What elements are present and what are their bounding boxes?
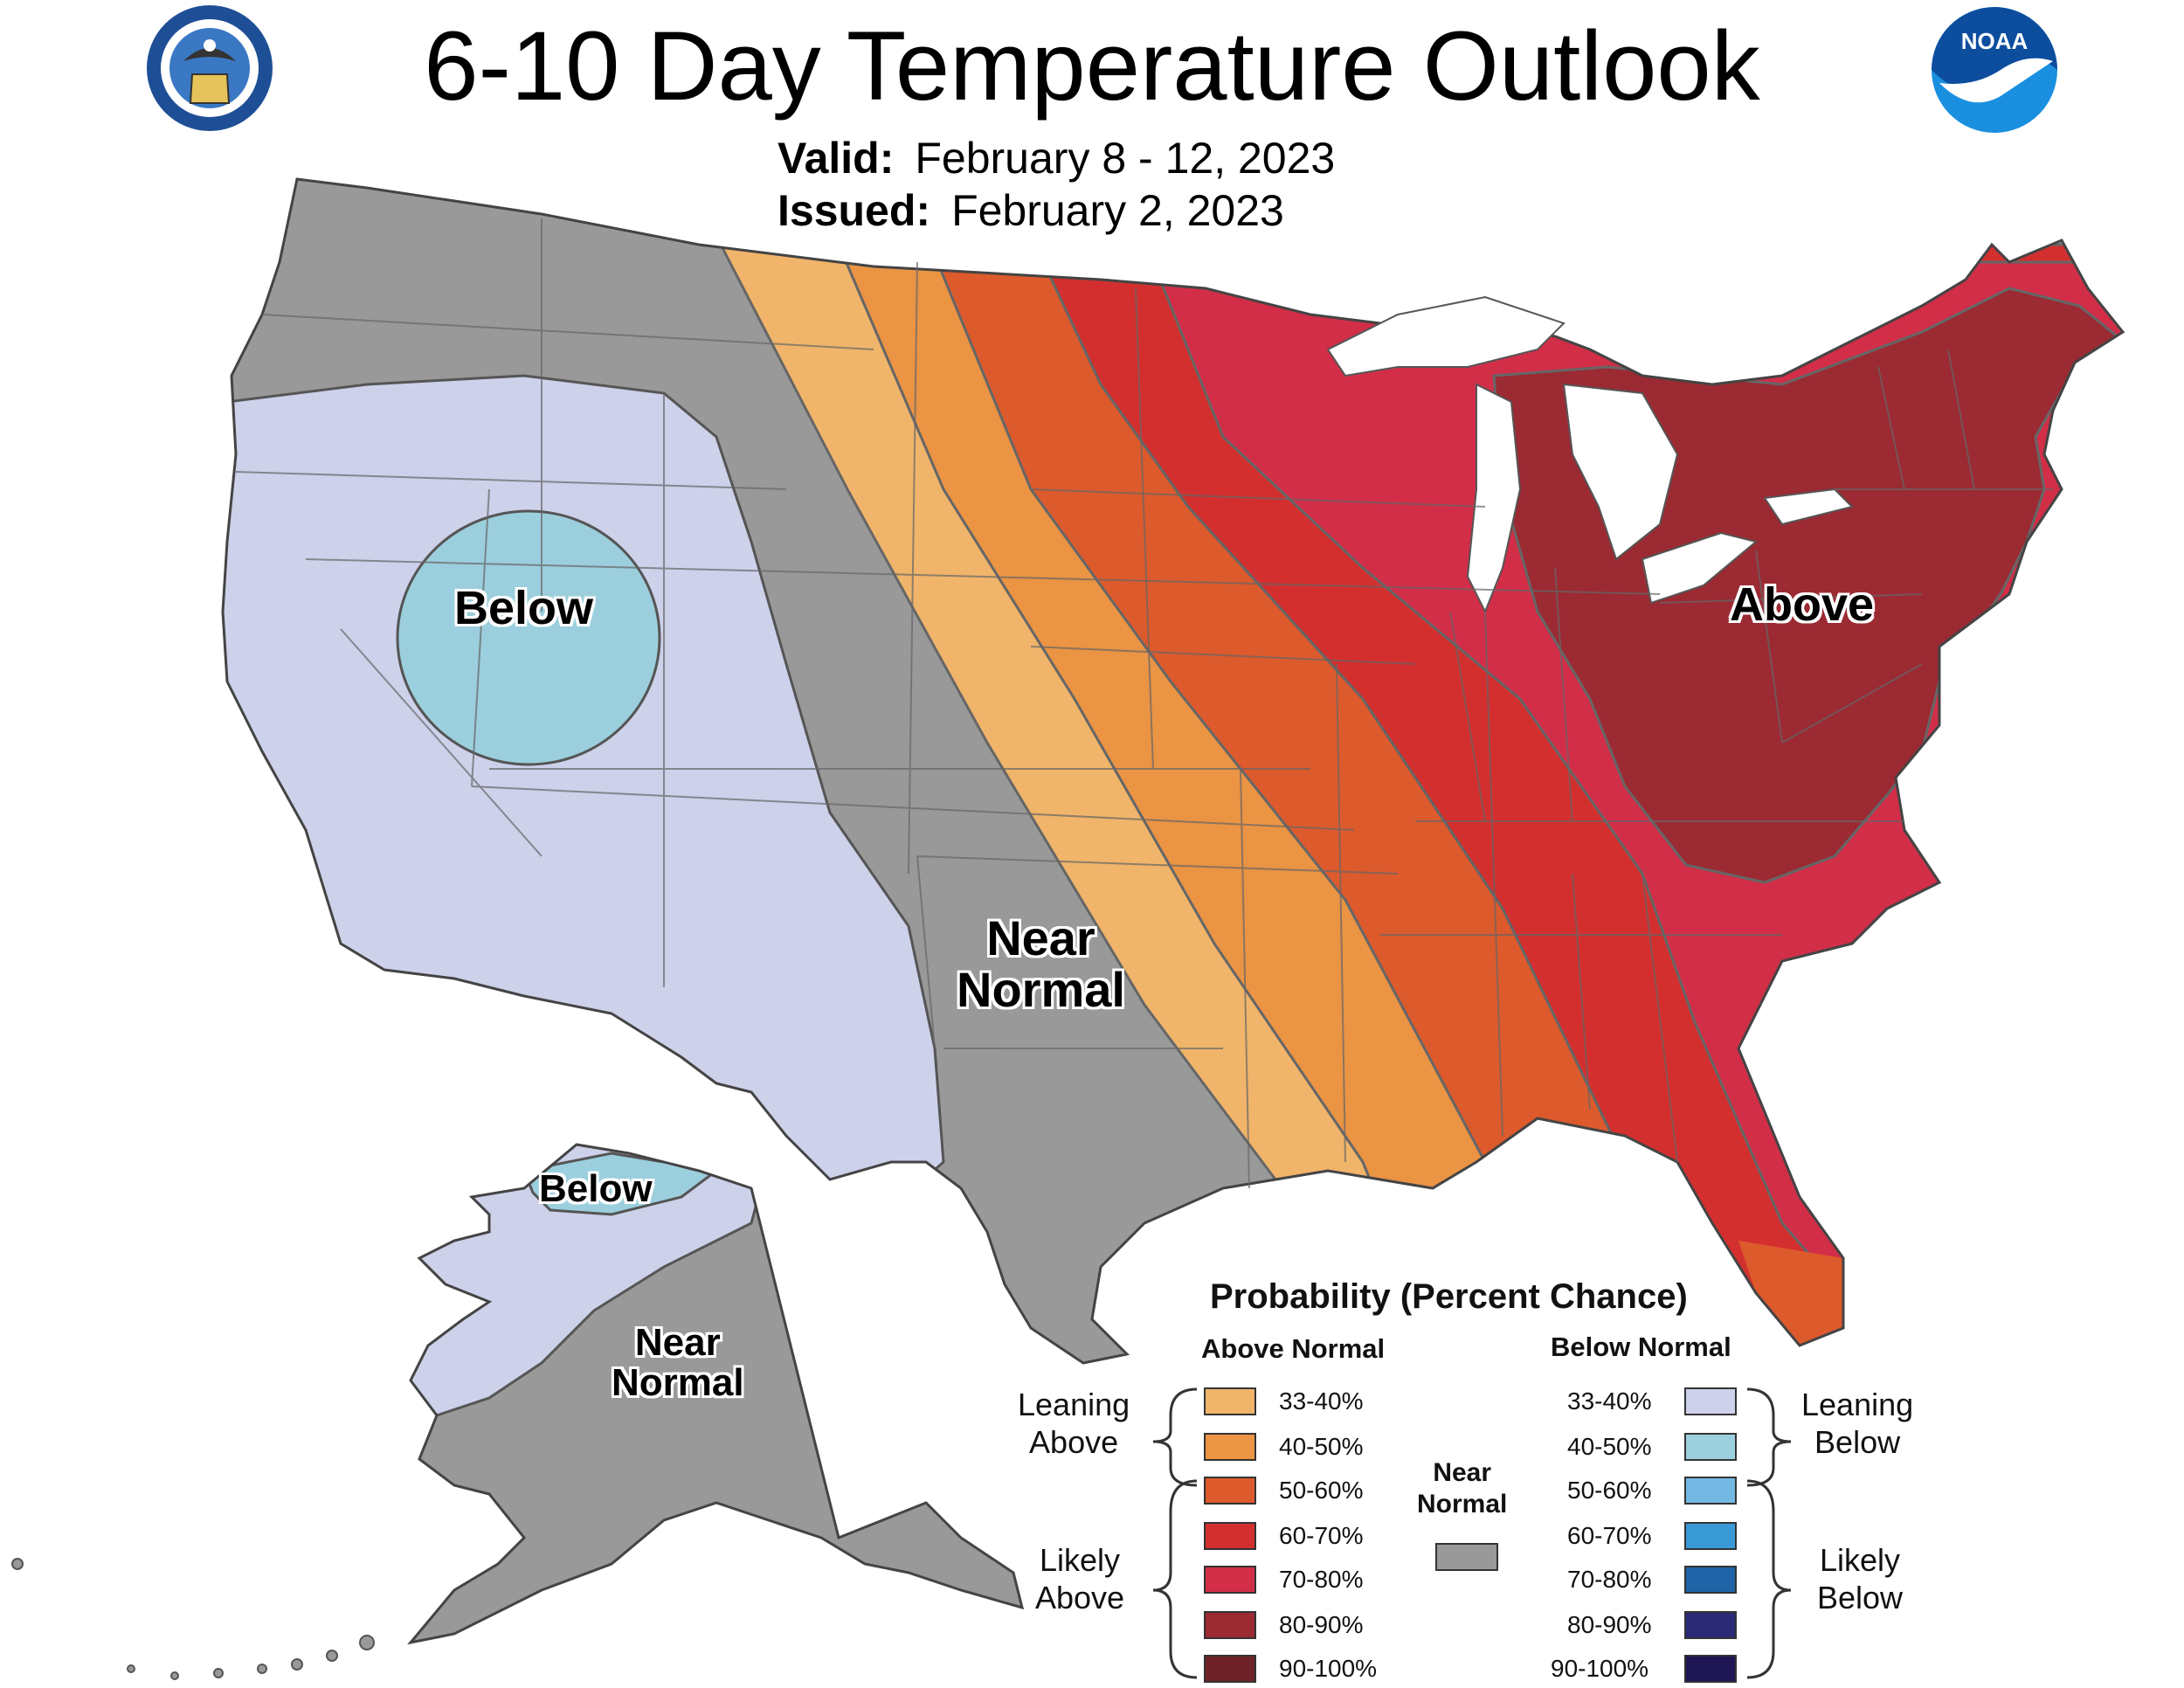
conus-map (223, 179, 2123, 1363)
noaa-logo-text: NOAA (1961, 28, 2028, 54)
legend-above-label-2: 40-50% (1279, 1433, 1364, 1460)
label-conus-below: Below (454, 582, 594, 634)
alaska-outline (407, 1143, 1025, 1645)
brace-leaning-above (1152, 1387, 1198, 1487)
label-conus-near-line1: Near (986, 910, 1095, 965)
legend-near-normal: Near Normal (1417, 1457, 1507, 1520)
label-alaska-below: Below (539, 1167, 653, 1210)
great-lakes (1326, 295, 1854, 614)
label-conus-above: Above (1730, 578, 1875, 631)
legend-below-label-3: 50-60% (1567, 1477, 1652, 1504)
legend-near-normal-line2: Normal (1417, 1490, 1508, 1519)
legend-below-label-4: 60-70% (1567, 1522, 1652, 1549)
doc-seal-icon (147, 5, 273, 131)
label-alaska-near-line1: Near (634, 1321, 721, 1364)
page-title: 6-10 Day Temperature Outlook (424, 11, 1760, 121)
band-below-great-basin (396, 509, 661, 766)
valid-line: Valid: February 8 - 12, 2023 (778, 133, 1335, 183)
legend-likely-above-line1: Likely (1040, 1542, 1121, 1578)
legend-leaning-below: Leaning Below (1801, 1386, 1913, 1461)
legend-leaning-below-line1: Leaning (1801, 1387, 1914, 1422)
legend-likely-above: Likely Above (1035, 1541, 1124, 1616)
legend-leaning-above-line1: Leaning (1018, 1387, 1130, 1422)
brace-likely-above (1152, 1479, 1198, 1679)
legend-below-header: Below Normal (1551, 1332, 1731, 1362)
legend-likely-above-line2: Above (1035, 1580, 1125, 1616)
state-borders (235, 218, 2053, 1189)
legend-braces (1152, 1387, 1792, 1679)
noaa-logo-icon: NOAA (1932, 7, 2057, 133)
legend-near-normal-swatch (1435, 1543, 1498, 1571)
ak-below-north-slope (522, 1152, 720, 1216)
legend-above-label-4: 60-70% (1279, 1522, 1364, 1549)
legend-above-swatch-2 (1204, 1433, 1256, 1461)
legend-above-label-5: 70-80% (1279, 1566, 1364, 1593)
label-conus-near-normal: Near Normal (957, 910, 1125, 1017)
legend-below-swatch-7 (1684, 1655, 1737, 1683)
legend-leaning-above: Leaning Above (1018, 1386, 1130, 1461)
legend-above-swatch-6 (1204, 1611, 1256, 1639)
legend-below-swatch-1 (1684, 1387, 1737, 1415)
valid-dates: February 8 - 12, 2023 (915, 134, 1336, 183)
legend-below-label-1: 33-40% (1567, 1387, 1652, 1415)
legend-above-swatch-3 (1204, 1477, 1256, 1505)
legend-above-header: Above Normal (1201, 1333, 1386, 1364)
legend-likely-below-line1: Likely (1820, 1542, 1901, 1578)
brace-likely-below (1746, 1479, 1792, 1679)
legend-leaning-below-line2: Below (1814, 1424, 1901, 1461)
label-alaska-near-line2: Normal (612, 1361, 744, 1405)
issued-label: Issued: (778, 186, 931, 235)
legend-below-swatch-6 (1684, 1611, 1737, 1639)
legend-below-label-5: 70-80% (1567, 1566, 1652, 1593)
lake-ontario (1763, 488, 1854, 526)
legend-title: Probability (Percent Chance) (1210, 1277, 1688, 1316)
legend-above-label-1: 33-40% (1279, 1387, 1364, 1415)
legend-above-swatch-1 (1204, 1387, 1256, 1415)
legend-above-swatch-5 (1204, 1566, 1256, 1594)
issued-date: February 2, 2023 (951, 186, 1284, 235)
legend-below-label-2: 40-50% (1567, 1433, 1652, 1460)
legend-leaning-above-line2: Above (1029, 1424, 1119, 1461)
valid-label: Valid: (778, 134, 895, 183)
lake-erie (1641, 531, 1759, 605)
legend-above-label-6: 80-90% (1279, 1611, 1364, 1638)
legend-above-swatch-4 (1204, 1522, 1256, 1550)
legend-below-swatch-3 (1684, 1477, 1737, 1505)
legend-below-swatch-2 (1684, 1433, 1737, 1461)
lake-superior (1326, 295, 1565, 377)
lake-huron (1562, 383, 1679, 561)
band-above-70-80-south-florida (1738, 1241, 1843, 1346)
legend-above-label-7: 90-100% (1279, 1655, 1378, 1682)
legend-above-label-3: 50-60% (1279, 1477, 1364, 1504)
conus-outline (221, 177, 2125, 1365)
legend-likely-below: Likely Below (1817, 1541, 1903, 1616)
legend-near-normal-line1: Near (1433, 1458, 1492, 1487)
legend-likely-below-line2: Below (1817, 1580, 1904, 1616)
issued-line: Issued: February 2, 2023 (778, 185, 1284, 236)
brace-leaning-below (1746, 1387, 1792, 1487)
legend-below-label-7: 90-100% (1551, 1655, 1649, 1682)
legend-below-swatch-5 (1684, 1566, 1737, 1594)
label-alaska-near-normal: Near Normal (612, 1321, 744, 1405)
label-conus-near-line2: Normal (957, 961, 1125, 1017)
aleutian-islands (11, 1558, 375, 1680)
legend-below-swatch-4 (1684, 1522, 1737, 1550)
legend-above-swatch-7 (1204, 1655, 1256, 1683)
legend-below-label-6: 80-90% (1567, 1611, 1652, 1638)
